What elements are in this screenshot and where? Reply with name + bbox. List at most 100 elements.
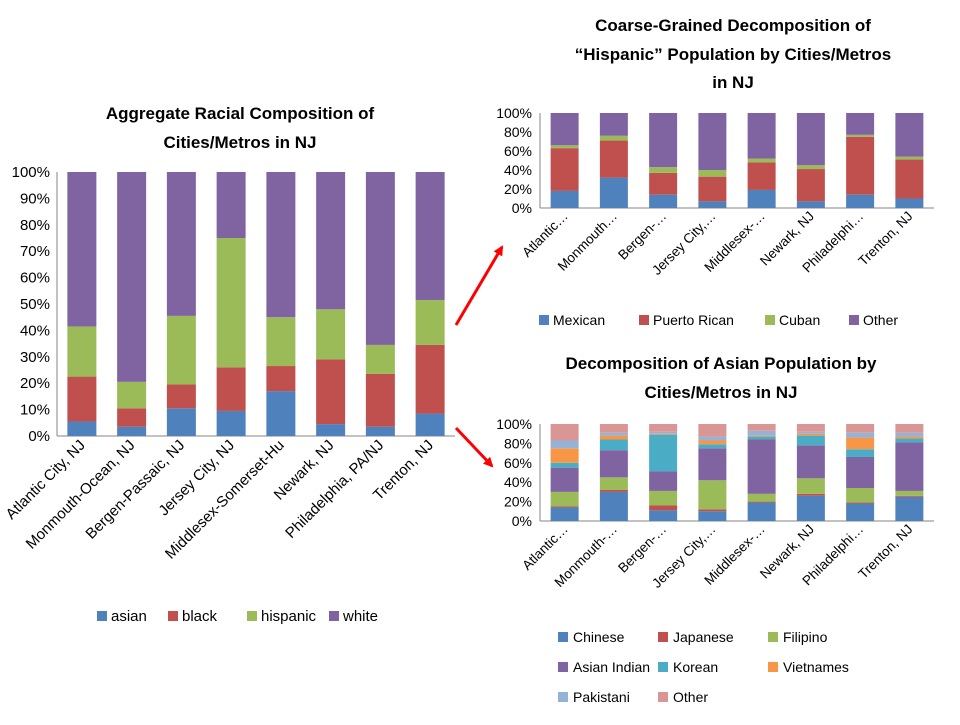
y-tick-label: 20% — [20, 375, 50, 392]
bar-segment-hispanic — [67, 326, 97, 377]
bar-segment-black — [117, 408, 147, 427]
bar-segment-japanese — [846, 502, 875, 504]
bar-segment-asian-indian — [747, 439, 776, 494]
bar-segment-vietnames — [846, 437, 875, 450]
chart-title-line: in NJ — [712, 73, 754, 92]
bar-segment-japanese — [649, 505, 678, 511]
bar-segment-vietnames — [599, 435, 628, 440]
y-tick-label: 20% — [504, 494, 532, 510]
bar-segment-korean — [649, 434, 678, 472]
bar-segment-filipino — [649, 490, 678, 506]
bar-segment-cuban — [846, 134, 875, 137]
y-tick-label: 100% — [496, 105, 532, 121]
bar-segment-pakistani — [895, 432, 924, 437]
legend-swatch — [849, 315, 859, 325]
y-tick-label: 0% — [512, 513, 532, 529]
legend-label: Other — [673, 689, 708, 705]
bar-segment-asian — [365, 426, 395, 436]
bar-segment-chinese — [698, 511, 727, 521]
bar-segment-hispanic — [365, 344, 395, 374]
legend-swatch — [558, 692, 568, 702]
bar-segment-asian — [216, 410, 246, 436]
bar-segment-japanese — [550, 506, 579, 508]
legend-label: Pakistani — [573, 689, 630, 705]
bar-segment-other — [698, 113, 727, 170]
bar-segment-asian — [316, 424, 346, 436]
legend-label: Other — [863, 312, 898, 328]
bar-segment-cuban — [698, 170, 727, 177]
bar-segment-japanese — [698, 509, 727, 512]
bar-segment-puerto-rican — [649, 172, 678, 195]
legend-label: Japanese — [673, 629, 734, 645]
legend-swatch — [768, 632, 778, 642]
bar-segment-vietnames — [698, 440, 727, 445]
legend-swatch — [558, 632, 568, 642]
y-tick-label: 80% — [504, 435, 532, 451]
y-tick-label: 0% — [28, 428, 50, 445]
bar-segment-black — [67, 376, 97, 422]
bar-segment-other — [747, 424, 776, 431]
bar-segment-asian-indian — [796, 445, 825, 479]
bar-segment-cuban — [649, 167, 678, 173]
bar-segment-other — [796, 424, 825, 432]
asian-decomposition-chart: Decomposition of Asian Population by Citi… — [496, 354, 934, 705]
legend-label: Mexican — [553, 312, 605, 328]
bar-segment-hispanic — [266, 317, 296, 367]
legend-swatch — [329, 611, 339, 621]
bar-segment-white — [365, 172, 395, 345]
bar-segment-white — [316, 172, 346, 310]
bar-segment-filipino — [747, 493, 776, 502]
y-tick-label: 40% — [20, 322, 50, 339]
legend-label: Cuban — [779, 312, 820, 328]
legend-label: Puerto Rican — [653, 312, 734, 328]
legend-label: asian — [111, 608, 147, 625]
y-tick-label: 40% — [504, 162, 532, 178]
bar-segment-mexican — [550, 190, 579, 208]
bar-segment-other — [747, 113, 776, 159]
y-tick-label: 80% — [504, 124, 532, 140]
hispanic-decomposition-chart: Coarse-Grained Decomposition of “Hispanic… — [496, 16, 934, 328]
bar-segment-black — [316, 359, 346, 425]
bar-segment-white — [67, 172, 97, 327]
bar-segment-asian — [67, 421, 97, 436]
bar-segment-asian-indian — [846, 456, 875, 489]
bar-segment-black — [266, 366, 296, 392]
bar-segment-other — [550, 113, 579, 146]
bar-segment-pakistani — [698, 436, 727, 441]
bar-segment-asian — [166, 408, 196, 436]
bar-segment-other — [796, 113, 825, 166]
bar-segment-puerto-rican — [550, 148, 579, 191]
legend-label: black — [182, 608, 218, 625]
bar-segment-chinese — [895, 496, 924, 521]
legend-swatch — [247, 611, 257, 621]
bar-segment-puerto-rican — [846, 136, 875, 195]
bar-segment-asian-indian — [895, 442, 924, 491]
legend-label: Chinese — [573, 629, 625, 645]
legend-swatch — [97, 611, 107, 621]
chart-title-line: Cities/Metros in NJ — [644, 383, 797, 402]
bar-segment-chinese — [796, 495, 825, 521]
y-tick-label: 60% — [504, 143, 532, 159]
bar-segment-mexican — [599, 177, 628, 208]
bar-segment-other — [550, 424, 579, 441]
bar-segment-puerto-rican — [747, 162, 776, 190]
legend-swatch — [639, 315, 649, 325]
legend-label: white — [342, 608, 378, 625]
bar-segment-japanese — [796, 493, 825, 496]
legend-swatch — [658, 662, 668, 672]
legend-swatch — [168, 611, 178, 621]
bar-segment-korean — [846, 449, 875, 457]
bar-segment-black — [365, 373, 395, 427]
y-tick-label: 60% — [504, 455, 532, 471]
bar-segment-korean — [599, 439, 628, 451]
bar-segment-cuban — [550, 145, 579, 149]
bar-segment-pakistani — [796, 431, 825, 434]
bar-segment-vietnames — [550, 448, 579, 463]
y-tick-label: 100% — [12, 164, 50, 181]
bar-segment-cuban — [747, 158, 776, 163]
bar-segment-mexican — [698, 201, 727, 208]
bar-segment-pakistani — [747, 430, 776, 436]
racial-composition-chart: Aggregate Racial Composition of Cities/Me… — [3, 104, 455, 625]
bar-segment-asian — [117, 426, 147, 436]
bar-segment-mexican — [895, 198, 924, 208]
